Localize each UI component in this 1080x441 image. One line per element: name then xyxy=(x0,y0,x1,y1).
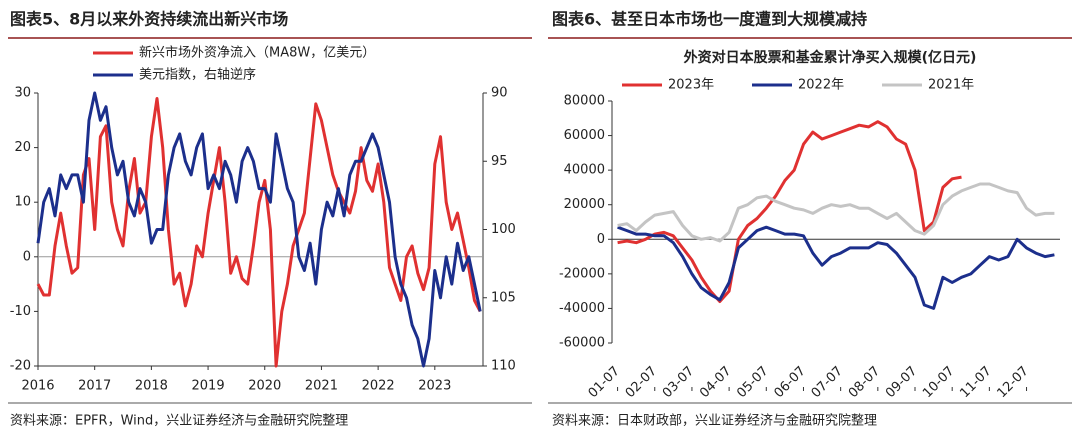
y-tick-label: 20 xyxy=(14,140,31,155)
chart-subtitle: 外资对日本股票和基金累计净买入规模(亿日元) xyxy=(684,49,977,66)
y-tick-label: -10 xyxy=(10,304,31,319)
y-tick-label: 60000 xyxy=(564,128,605,143)
chart-title: 图表6、甚至日本市场也一度遭到大规模减持 xyxy=(552,10,867,29)
x-tick-label: 2018 xyxy=(135,379,168,394)
y-tick-label: -20 xyxy=(10,359,31,374)
y2-tick-label: 105 xyxy=(491,290,516,305)
x-tick-label: 03-07 xyxy=(660,364,697,401)
y-tick-label: 10 xyxy=(14,195,31,210)
x-tick-label: 2020 xyxy=(248,379,281,394)
x-tick-label: 08-07 xyxy=(846,364,883,401)
y-tick-label: 20000 xyxy=(564,197,605,212)
x-tick-label: 12-07 xyxy=(995,364,1032,401)
chart-title: 图表5、8月以来外资持续流出新兴市场 xyxy=(10,10,288,29)
x-tick-label: 2019 xyxy=(192,379,225,394)
x-tick-label: 2021 xyxy=(305,379,338,394)
y-tick-label: -40000 xyxy=(559,301,605,316)
y-tick-label: -20000 xyxy=(559,266,605,281)
x-tick-label: 02-07 xyxy=(623,364,660,401)
y-tick-label: 0 xyxy=(23,249,31,264)
y-tick-label: 30 xyxy=(14,86,31,101)
legend-label: 新兴市场外资净流入（MA8W，亿美元） xyxy=(139,45,375,61)
y-tick-label: 40000 xyxy=(564,163,605,178)
x-tick-label: 05-07 xyxy=(734,364,771,401)
x-tick-label: 04-07 xyxy=(697,364,734,401)
y-tick-label: 0 xyxy=(597,232,605,247)
y-tick-label: -60000 xyxy=(559,336,605,351)
y2-tick-label: 95 xyxy=(491,154,508,169)
x-tick-label: 2016 xyxy=(21,379,54,394)
y2-tick-label: 90 xyxy=(491,86,508,101)
x-tick-label: 2023 xyxy=(418,379,451,394)
x-tick-label: 06-07 xyxy=(771,364,808,401)
y2-tick-label: 110 xyxy=(491,359,516,374)
legend-label: 2023年 xyxy=(668,78,714,93)
y-tick-label: 80000 xyxy=(564,94,605,109)
legend-label: 2022年 xyxy=(798,78,844,93)
series-line xyxy=(617,225,1055,310)
x-tick-label: 2022 xyxy=(362,379,395,394)
series-line xyxy=(36,97,482,368)
x-tick-label: 2017 xyxy=(78,379,111,394)
x-tick-label: 01-07 xyxy=(586,364,623,401)
series-line xyxy=(617,120,962,303)
x-tick-label: 09-07 xyxy=(883,364,920,401)
series-line xyxy=(617,182,1055,243)
y2-tick-label: 100 xyxy=(491,222,516,237)
source: 资料来源：日本财政部，兴业证券经济与金融研究院整理 xyxy=(552,413,877,429)
series-line xyxy=(36,91,482,368)
x-tick-label: 07-07 xyxy=(809,364,846,401)
source: 资料来源：EPFR，Wind，兴业证券经济与金融研究院整理 xyxy=(10,413,348,429)
legend-label: 美元指数，右轴逆序 xyxy=(139,67,256,83)
legend-label: 2021年 xyxy=(928,78,974,93)
x-tick-label: 11-07 xyxy=(957,364,994,401)
x-tick-label: 10-07 xyxy=(920,364,957,401)
